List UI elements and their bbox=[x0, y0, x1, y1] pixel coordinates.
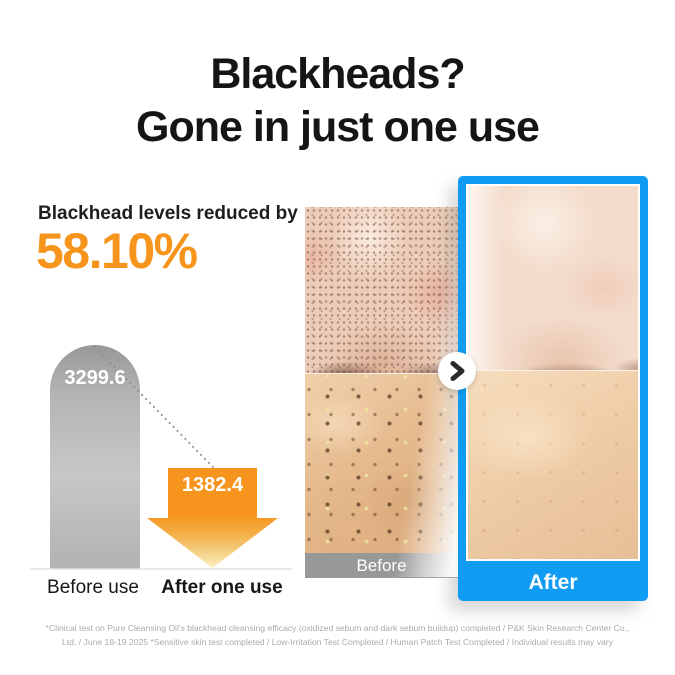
after-nose-photo bbox=[468, 186, 638, 370]
after-cheek-photo bbox=[468, 370, 638, 559]
before-value: 3299.6 bbox=[64, 367, 126, 389]
blackhead-level-chart: 3299.6 1382.4 Before use After one use bbox=[30, 335, 292, 600]
category-after-one-use: After one use bbox=[161, 577, 283, 598]
before-photo-panel: Before bbox=[305, 207, 458, 578]
after-value: 1382.4 bbox=[181, 474, 244, 496]
after-photos-frame bbox=[466, 184, 640, 561]
chevron-right-icon bbox=[450, 361, 465, 381]
chart-graphics bbox=[30, 346, 292, 570]
after-down-arrow bbox=[147, 468, 278, 568]
after-label: After bbox=[528, 570, 578, 594]
stat-label: Blackhead levels reduced by bbox=[38, 203, 298, 224]
page-title: Blackheads? Gone in just one use bbox=[0, 48, 675, 154]
category-before-use: Before use bbox=[47, 577, 139, 598]
after-photo-panel: After bbox=[458, 176, 648, 601]
before-bar-column bbox=[50, 345, 140, 569]
after-label-bar: After bbox=[466, 561, 640, 604]
title-line-1: Blackheads? bbox=[210, 50, 465, 98]
decline-dotted-line bbox=[94, 346, 214, 468]
before-to-after-arrow bbox=[438, 352, 476, 390]
disclaimer-line-2: Ltd. / June 18-19 2025 *Sensitive skin t… bbox=[62, 637, 613, 647]
disclaimer: *Clinical test on Pure Cleansing Oil's b… bbox=[0, 621, 675, 649]
stat-value: 58.10% bbox=[36, 223, 198, 279]
disclaimer-line-1: *Clinical test on Pure Cleansing Oil's b… bbox=[45, 623, 630, 633]
title-line-2: Gone in just one use bbox=[136, 103, 540, 151]
edge-fade-overlay bbox=[305, 207, 458, 577]
